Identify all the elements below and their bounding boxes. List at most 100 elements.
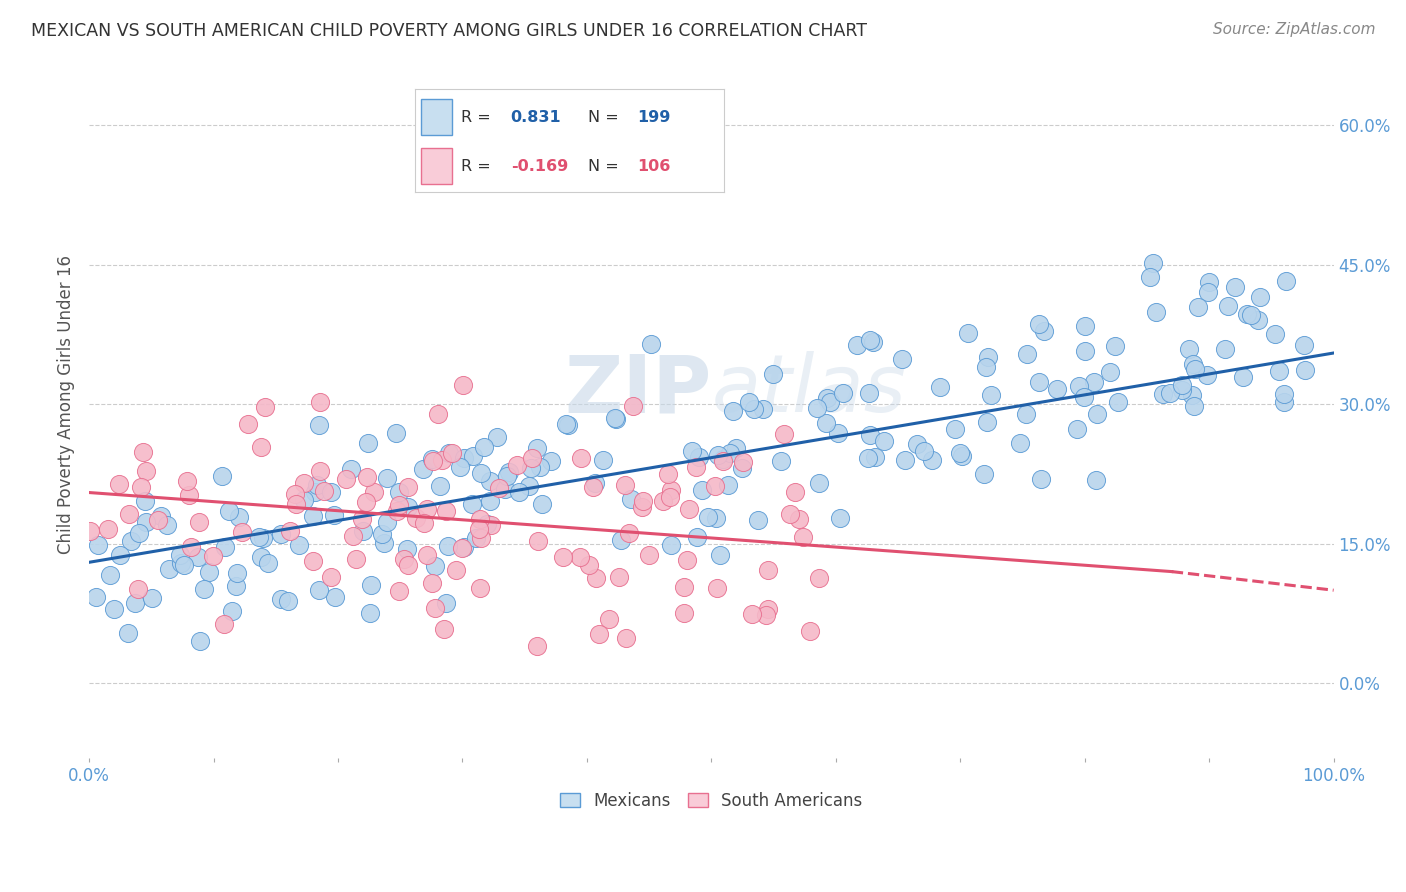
- Point: [846, 338, 869, 352]
- Point: [1213, 342, 1236, 356]
- Point: [891, 352, 914, 367]
- Point: [1069, 379, 1091, 393]
- Point: [531, 497, 554, 511]
- Point: [731, 455, 754, 469]
- Point: [225, 579, 247, 593]
- Point: [1028, 317, 1050, 331]
- Point: [657, 467, 679, 481]
- Point: [730, 460, 752, 475]
- Text: 199: 199: [637, 111, 671, 126]
- Point: [468, 512, 491, 526]
- Point: [973, 467, 995, 482]
- Point: [308, 394, 330, 409]
- Point: [873, 434, 896, 448]
- Point: [950, 449, 973, 463]
- Point: [1247, 313, 1270, 327]
- Point: [485, 430, 508, 444]
- Point: [1198, 275, 1220, 289]
- Point: [270, 526, 292, 541]
- Point: [425, 559, 447, 574]
- Text: atlas: atlas: [711, 351, 905, 429]
- Point: [478, 475, 501, 489]
- Point: [741, 607, 763, 621]
- Point: [1197, 368, 1219, 383]
- Point: [335, 472, 357, 486]
- Point: [188, 633, 211, 648]
- Point: [308, 418, 330, 433]
- Point: [356, 470, 378, 484]
- Point: [108, 477, 131, 491]
- Point: [449, 459, 471, 474]
- Point: [686, 530, 709, 544]
- Point: [1187, 300, 1209, 314]
- Point: [638, 548, 661, 562]
- Point: [554, 417, 576, 431]
- Point: [980, 388, 1002, 402]
- Point: [304, 484, 326, 499]
- Point: [583, 475, 606, 490]
- Point: [394, 552, 416, 566]
- Point: [652, 494, 675, 508]
- Point: [751, 401, 773, 416]
- Text: R =: R =: [461, 111, 496, 126]
- Point: [357, 435, 380, 450]
- Point: [352, 512, 374, 526]
- Point: [1181, 388, 1204, 402]
- Point: [117, 626, 139, 640]
- Point: [672, 580, 695, 594]
- Point: [598, 612, 620, 626]
- Point: [420, 575, 443, 590]
- Point: [373, 535, 395, 549]
- Point: [472, 440, 495, 454]
- Point: [494, 482, 516, 496]
- Point: [1159, 386, 1181, 401]
- Point: [681, 443, 703, 458]
- Point: [806, 401, 828, 415]
- Point: [395, 541, 418, 556]
- Point: [724, 441, 747, 455]
- Point: [631, 500, 654, 514]
- Point: [97, 522, 120, 536]
- Point: [422, 451, 444, 466]
- Point: [149, 509, 172, 524]
- Point: [894, 452, 917, 467]
- Text: N =: N =: [588, 159, 624, 174]
- Point: [1249, 290, 1271, 304]
- Point: [557, 417, 579, 432]
- Point: [118, 507, 141, 521]
- Point: [312, 484, 335, 499]
- Point: [302, 508, 325, 523]
- Point: [135, 515, 157, 529]
- Point: [308, 464, 330, 478]
- Point: [832, 386, 855, 401]
- Point: [742, 401, 765, 416]
- Point: [585, 571, 607, 585]
- Point: [1083, 375, 1105, 389]
- Point: [277, 594, 299, 608]
- Point: [396, 500, 419, 514]
- Point: [157, 562, 180, 576]
- Point: [592, 452, 614, 467]
- Text: Source: ZipAtlas.com: Source: ZipAtlas.com: [1212, 22, 1375, 37]
- Point: [1099, 365, 1122, 379]
- Point: [1139, 269, 1161, 284]
- Point: [756, 563, 779, 577]
- Point: [1171, 378, 1194, 392]
- Point: [342, 529, 364, 543]
- Point: [1008, 436, 1031, 450]
- Point: [1182, 357, 1205, 371]
- Point: [830, 511, 852, 525]
- Point: [453, 540, 475, 554]
- Point: [416, 548, 439, 562]
- Text: 0.831: 0.831: [510, 111, 561, 126]
- Point: [176, 474, 198, 488]
- Point: [620, 491, 643, 506]
- Point: [704, 511, 727, 525]
- Point: [412, 461, 434, 475]
- Point: [173, 558, 195, 573]
- Point: [1240, 308, 1263, 322]
- Point: [1184, 361, 1206, 376]
- Point: [305, 478, 328, 492]
- Point: [253, 401, 276, 415]
- Point: [177, 488, 200, 502]
